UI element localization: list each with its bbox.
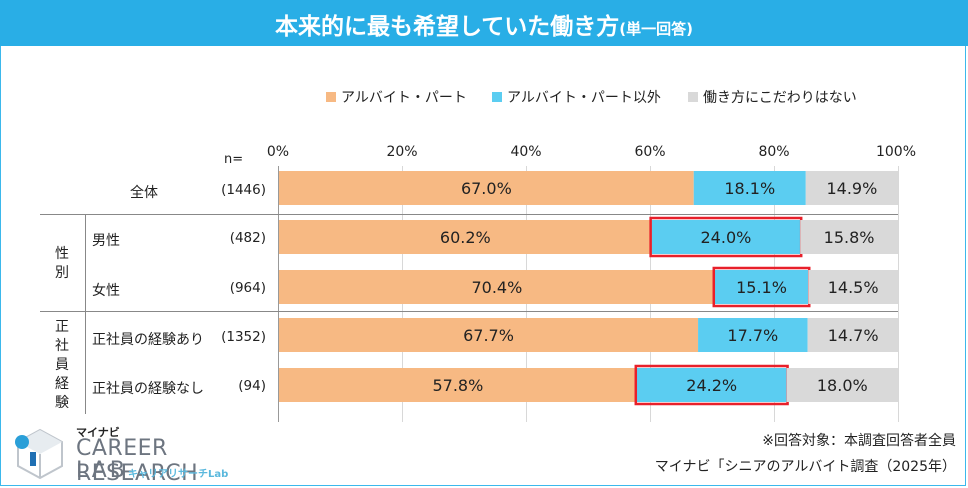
bar-segment bbox=[786, 368, 898, 402]
legend-label: アルバイト・パート bbox=[341, 90, 467, 106]
row-count: (482) bbox=[229, 230, 266, 246]
row-separator bbox=[40, 214, 898, 215]
gridline bbox=[898, 166, 899, 422]
bar-segment bbox=[714, 270, 809, 304]
logo-kana: キャリアリサーチLab bbox=[128, 469, 229, 480]
bar-segment bbox=[651, 220, 801, 254]
legend-swatch bbox=[688, 92, 698, 102]
row-count: (94) bbox=[238, 378, 266, 394]
bar-segment bbox=[279, 171, 694, 205]
axis-line bbox=[278, 166, 279, 422]
legend-label: アルバイト・パート以外 bbox=[507, 90, 661, 106]
legend-item-nopref: 働き方にこだわりはない bbox=[688, 87, 857, 107]
footnote: ※回答対象：本調査回答者全員 bbox=[762, 433, 956, 449]
bar-segment bbox=[279, 270, 715, 304]
data-label: 14.7% bbox=[828, 326, 879, 345]
data-label: 14.5% bbox=[828, 278, 879, 297]
data-label: 15.8% bbox=[824, 228, 875, 247]
tick-label: 100% bbox=[875, 144, 917, 160]
row-label: 正社員の経験あり bbox=[92, 332, 204, 348]
source-note: マイナビ「シニアのアルバイト調査（2025年） bbox=[654, 459, 956, 475]
group-label-fulltime: 正社員経験 bbox=[55, 319, 69, 411]
legend-swatch bbox=[492, 92, 502, 102]
row-count: (1352) bbox=[221, 329, 266, 345]
data-label: 70.4% bbox=[471, 278, 522, 297]
tick-label: 0% bbox=[266, 144, 290, 160]
n-label: n= bbox=[224, 152, 244, 167]
data-label: 60.2% bbox=[440, 228, 491, 247]
row-label: 正社員の経験なし bbox=[92, 381, 204, 397]
group-label-gender: 性別 bbox=[55, 246, 69, 281]
row-separator bbox=[40, 311, 898, 312]
row-count: (1446) bbox=[221, 182, 266, 198]
chart-subtitle: (単一回答) bbox=[619, 20, 694, 38]
tick-label: 20% bbox=[386, 144, 418, 160]
data-label: 24.2% bbox=[686, 376, 737, 395]
row-label: 全体 bbox=[130, 185, 158, 201]
legend-item-arubaito: アルバイト・パート bbox=[326, 87, 467, 107]
row-label: 男性 bbox=[92, 233, 120, 249]
data-label: 67.7% bbox=[463, 326, 514, 345]
bar-segment bbox=[636, 368, 787, 402]
data-label: 67.0% bbox=[461, 179, 512, 198]
bar-segment bbox=[279, 368, 637, 402]
data-label: 18.0% bbox=[817, 376, 868, 395]
tick-label: 40% bbox=[510, 144, 542, 160]
row-label: 女性 bbox=[92, 283, 120, 299]
bar-segment bbox=[693, 171, 806, 205]
data-label: 24.0% bbox=[701, 228, 752, 247]
legend-label: 働き方にこだわりはない bbox=[703, 90, 857, 106]
row-count: (964) bbox=[229, 280, 266, 296]
chart-title: 本来的に最も希望していた働き方(単一回答) bbox=[274, 14, 694, 40]
bar-segment bbox=[279, 318, 699, 352]
legend-swatch bbox=[326, 92, 336, 102]
bar-segment bbox=[805, 171, 898, 205]
data-label: 14.9% bbox=[826, 179, 877, 198]
data-label: 15.1% bbox=[736, 278, 787, 297]
bar-segment bbox=[808, 270, 898, 304]
bar-segment bbox=[807, 318, 899, 352]
logo-lab: LAB bbox=[76, 458, 128, 483]
cube-logo-icon bbox=[15, 428, 63, 480]
bar-segment bbox=[279, 220, 652, 254]
legend-item-other: アルバイト・パート以外 bbox=[492, 87, 661, 107]
data-label: 17.7% bbox=[727, 326, 778, 345]
title-banner: 本来的に最も希望していた働き方(単一回答) bbox=[0, 0, 968, 46]
group-separator bbox=[85, 214, 86, 414]
tick-label: 60% bbox=[634, 144, 666, 160]
logo-career: CAREER RESEARCH bbox=[76, 436, 199, 486]
data-label: 18.1% bbox=[724, 179, 775, 198]
data-label: 57.8% bbox=[432, 376, 483, 395]
bar-segment bbox=[800, 220, 898, 254]
career-research-lab-logo: マイナビ CAREER RESEARCH LAB キャリアリサーチLab bbox=[8, 420, 268, 486]
tick-label: 80% bbox=[758, 144, 790, 160]
logo-mynavi: マイナビ bbox=[76, 426, 120, 439]
bar-segment bbox=[698, 318, 808, 352]
